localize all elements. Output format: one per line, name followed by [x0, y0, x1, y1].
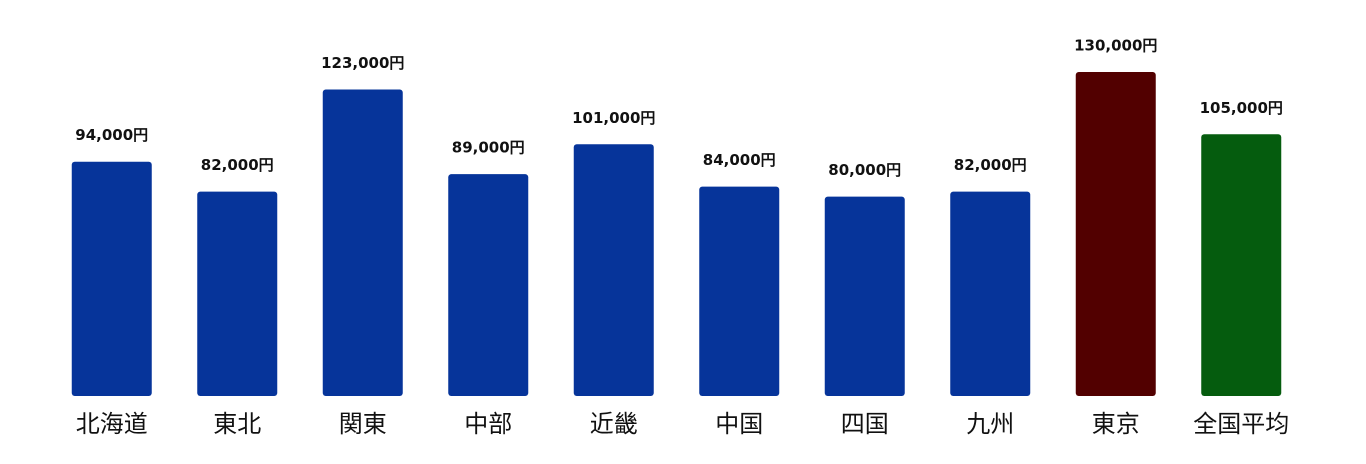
value-label: 82,000円 — [954, 156, 1027, 174]
bar — [322, 89, 403, 396]
bar — [573, 144, 654, 396]
category-label: 中部 — [464, 410, 512, 438]
bar — [197, 191, 278, 396]
category-label: 九州 — [966, 410, 1014, 438]
category-label: 北海道 — [76, 410, 148, 438]
value-label: 84,000円 — [703, 151, 776, 169]
bar — [950, 191, 1031, 396]
bar — [1201, 134, 1282, 397]
value-label: 123,000円 — [321, 54, 404, 72]
bar — [448, 174, 529, 396]
value-label: 105,000円 — [1200, 99, 1283, 117]
value-label: 101,000円 — [572, 109, 655, 127]
category-label: 関東 — [339, 410, 387, 438]
value-label: 130,000円 — [1074, 37, 1157, 55]
value-label: 82,000円 — [201, 156, 274, 174]
category-label: 全国平均 — [1193, 410, 1289, 438]
bar — [699, 186, 780, 396]
category-label: 東北 — [213, 410, 261, 438]
category-label: 四国 — [841, 410, 889, 438]
value-label: 89,000円 — [452, 139, 525, 157]
bar — [1075, 72, 1156, 396]
bar — [824, 196, 905, 396]
bar — [71, 161, 152, 396]
category-label: 近畿 — [590, 410, 638, 438]
category-label: 中国 — [715, 410, 763, 438]
category-label: 東京 — [1092, 410, 1140, 438]
value-label: 94,000円 — [75, 126, 148, 144]
value-label: 80,000円 — [828, 161, 901, 179]
